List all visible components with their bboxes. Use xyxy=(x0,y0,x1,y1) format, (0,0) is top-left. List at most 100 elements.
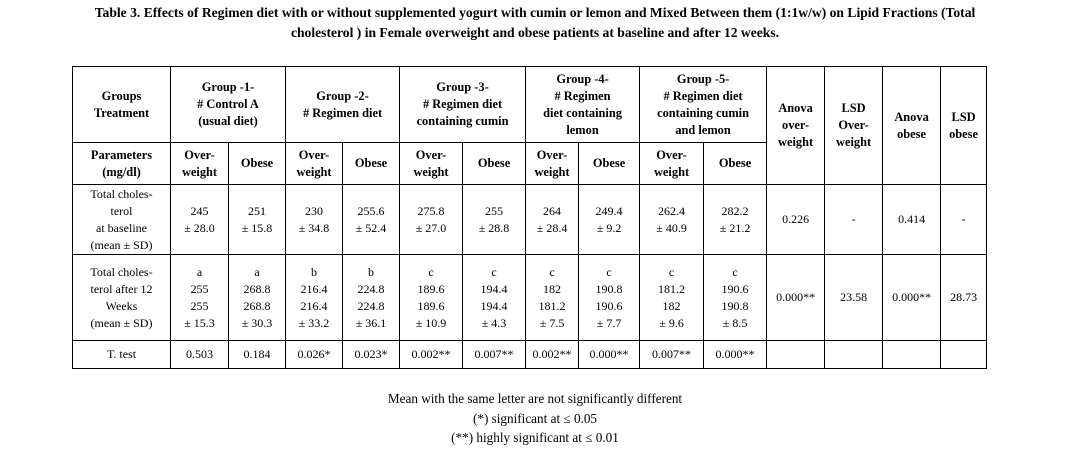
value-line: 189.6 xyxy=(417,298,445,313)
stat-cell: 0.000** xyxy=(766,254,826,341)
value-line: 224.8 xyxy=(357,281,385,296)
value-line: a xyxy=(254,264,260,279)
stat-cell xyxy=(940,340,988,369)
row-after-12-weeks: Total choles-terol after 12 Weeks (mean ± … xyxy=(72,254,988,341)
value-line: 249.4 xyxy=(595,203,623,218)
stat-cell: - xyxy=(824,184,884,255)
value-line: 190.6 xyxy=(595,298,623,313)
value-line: 264 xyxy=(543,203,562,218)
header-line: Obese xyxy=(718,156,752,170)
overweight-subheader: Over-weight xyxy=(399,142,464,185)
value-line: 182 xyxy=(543,281,562,296)
data-cell: c 190.8 190.6 ± 7.7 xyxy=(578,254,641,341)
value-line: ± 10.9 xyxy=(415,315,447,330)
group-5-header: Group -5- # Regimen diet containing cumin a… xyxy=(639,66,768,143)
value-line: 224.8 xyxy=(357,298,385,313)
header-line: # Regimen diet xyxy=(663,88,743,103)
value-line: ± 4.3 xyxy=(481,315,507,330)
groups-treatment-header: Groups Treatment xyxy=(72,66,171,143)
header-line: Group -1- xyxy=(201,80,255,94)
value-line: c xyxy=(668,264,675,279)
value-line: 0.503 xyxy=(186,347,213,361)
value-line: ± 30.3 xyxy=(241,315,273,330)
data-cell: c 194.4 194.4 ± 4.3 xyxy=(462,254,527,341)
value-line: b xyxy=(368,264,375,279)
row-label: T. test xyxy=(72,340,171,369)
value-line: ± 52.4 xyxy=(355,220,387,235)
value-line: 255.6 xyxy=(357,203,385,218)
value-line: - xyxy=(851,212,856,226)
label-line: T. test xyxy=(106,347,137,361)
overweight-subheader: Over-weight xyxy=(170,142,229,185)
header-line: obese xyxy=(897,126,927,141)
value-line: 255 xyxy=(485,203,504,218)
value-line: 0.026* xyxy=(297,347,331,361)
value-line: 268.8 xyxy=(243,298,271,313)
header-line: weight xyxy=(181,164,218,179)
data-cell: b 224.8 224.8 ± 36.1 xyxy=(342,254,401,341)
value-line: b xyxy=(311,264,318,279)
value-line: 23.58 xyxy=(840,290,868,304)
header-line: weight xyxy=(653,164,690,179)
group-3-header: Group -3- # Regimen diet containing cumin xyxy=(399,66,527,143)
value-line: c xyxy=(549,264,555,279)
header-row-parameters: Parameters (mg/dl) Over-weight Obese Over-we… xyxy=(72,142,987,185)
value-line: 230 xyxy=(305,203,324,218)
row-baseline: Total choles-terol at baseline (mean ± SD)… xyxy=(72,184,988,255)
header-line: # Regimen diet xyxy=(302,105,383,120)
data-cell: 0.007** xyxy=(639,340,705,369)
value-line: 0.184 xyxy=(243,347,271,361)
value-line: 0.226 xyxy=(782,212,810,226)
value-line: 0.414 xyxy=(898,212,926,226)
data-cell: 0.002** xyxy=(399,340,464,369)
value-line: - xyxy=(961,212,966,226)
header-line: lemon xyxy=(566,122,599,137)
table-caption: Table 3. Effects of Regimen diet with or… xyxy=(0,3,1070,43)
value-line: ± 27.0 xyxy=(415,220,447,235)
value-line: 251 xyxy=(248,203,266,218)
header-line: over- xyxy=(782,118,810,132)
header-line: LSD xyxy=(951,109,976,124)
data-cell: 262.4 ± 40.9 xyxy=(639,184,705,255)
label-line: (mean ± SD) xyxy=(90,315,153,330)
lipid-fractions-table: Groups Treatment Group -1- # Control A (usua… xyxy=(72,66,988,369)
data-cell: 0.023* xyxy=(342,340,401,369)
header-line: (mg/dl) xyxy=(102,164,141,179)
header-line: (usual diet) xyxy=(198,114,258,128)
data-cell: 0.000** xyxy=(578,340,641,369)
stat-cell: 0.000** xyxy=(882,254,942,341)
header-line: Over- xyxy=(184,147,215,162)
header-line: Obese xyxy=(477,156,511,170)
value-line: a xyxy=(196,264,203,279)
data-cell: a 268.8 268.8 ± 30.3 xyxy=(227,254,287,341)
header-line: weight xyxy=(296,164,332,179)
value-line: 255 xyxy=(190,298,209,313)
value-line: ± 15.3 xyxy=(184,315,215,330)
header-line: Over- xyxy=(838,118,869,132)
data-cell: 230 ± 34.8 xyxy=(285,184,344,255)
data-cell: 264 ± 28.4 xyxy=(525,184,580,255)
header-line: Groups xyxy=(101,88,142,103)
obese-subheader: Obese xyxy=(227,142,287,185)
value-line: 28.73 xyxy=(950,290,978,304)
value-line: 189.6 xyxy=(417,281,445,296)
data-cell: 0.000** xyxy=(703,340,768,369)
header-line: weight xyxy=(778,135,814,149)
header-line: containing cumin xyxy=(416,114,509,128)
data-cell: 0.002** xyxy=(525,340,580,369)
value-line: 182 xyxy=(662,298,681,313)
value-line: ± 28.4 xyxy=(536,220,568,235)
row-label: Total choles-terol at baseline (mean ± SD) xyxy=(72,184,171,255)
value-line: c xyxy=(491,264,497,279)
anova-overweight-header: Anova over-weight xyxy=(766,66,826,185)
obese-subheader: Obese xyxy=(703,142,768,185)
header-line: Group -3- xyxy=(436,80,489,94)
value-line: 262.4 xyxy=(658,203,686,218)
data-cell: 251 ± 15.8 xyxy=(227,184,287,255)
value-line: ± 34.8 xyxy=(298,220,330,235)
value-line: c xyxy=(428,264,434,279)
overweight-subheader: Over-weight xyxy=(285,142,344,185)
data-cell: 282.2 ± 21.2 xyxy=(703,184,768,255)
value-line: ± 7.5 xyxy=(539,315,565,330)
data-cell: 255.6 ± 52.4 xyxy=(342,184,401,255)
